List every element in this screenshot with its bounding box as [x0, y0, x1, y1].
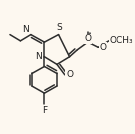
Text: N: N	[36, 52, 42, 61]
Text: OCH₃: OCH₃	[110, 36, 133, 45]
Text: N: N	[23, 25, 29, 34]
Text: O: O	[99, 43, 107, 52]
Text: O: O	[84, 34, 91, 43]
Text: S: S	[56, 23, 62, 32]
Text: O: O	[66, 70, 73, 79]
Text: F: F	[42, 106, 47, 115]
